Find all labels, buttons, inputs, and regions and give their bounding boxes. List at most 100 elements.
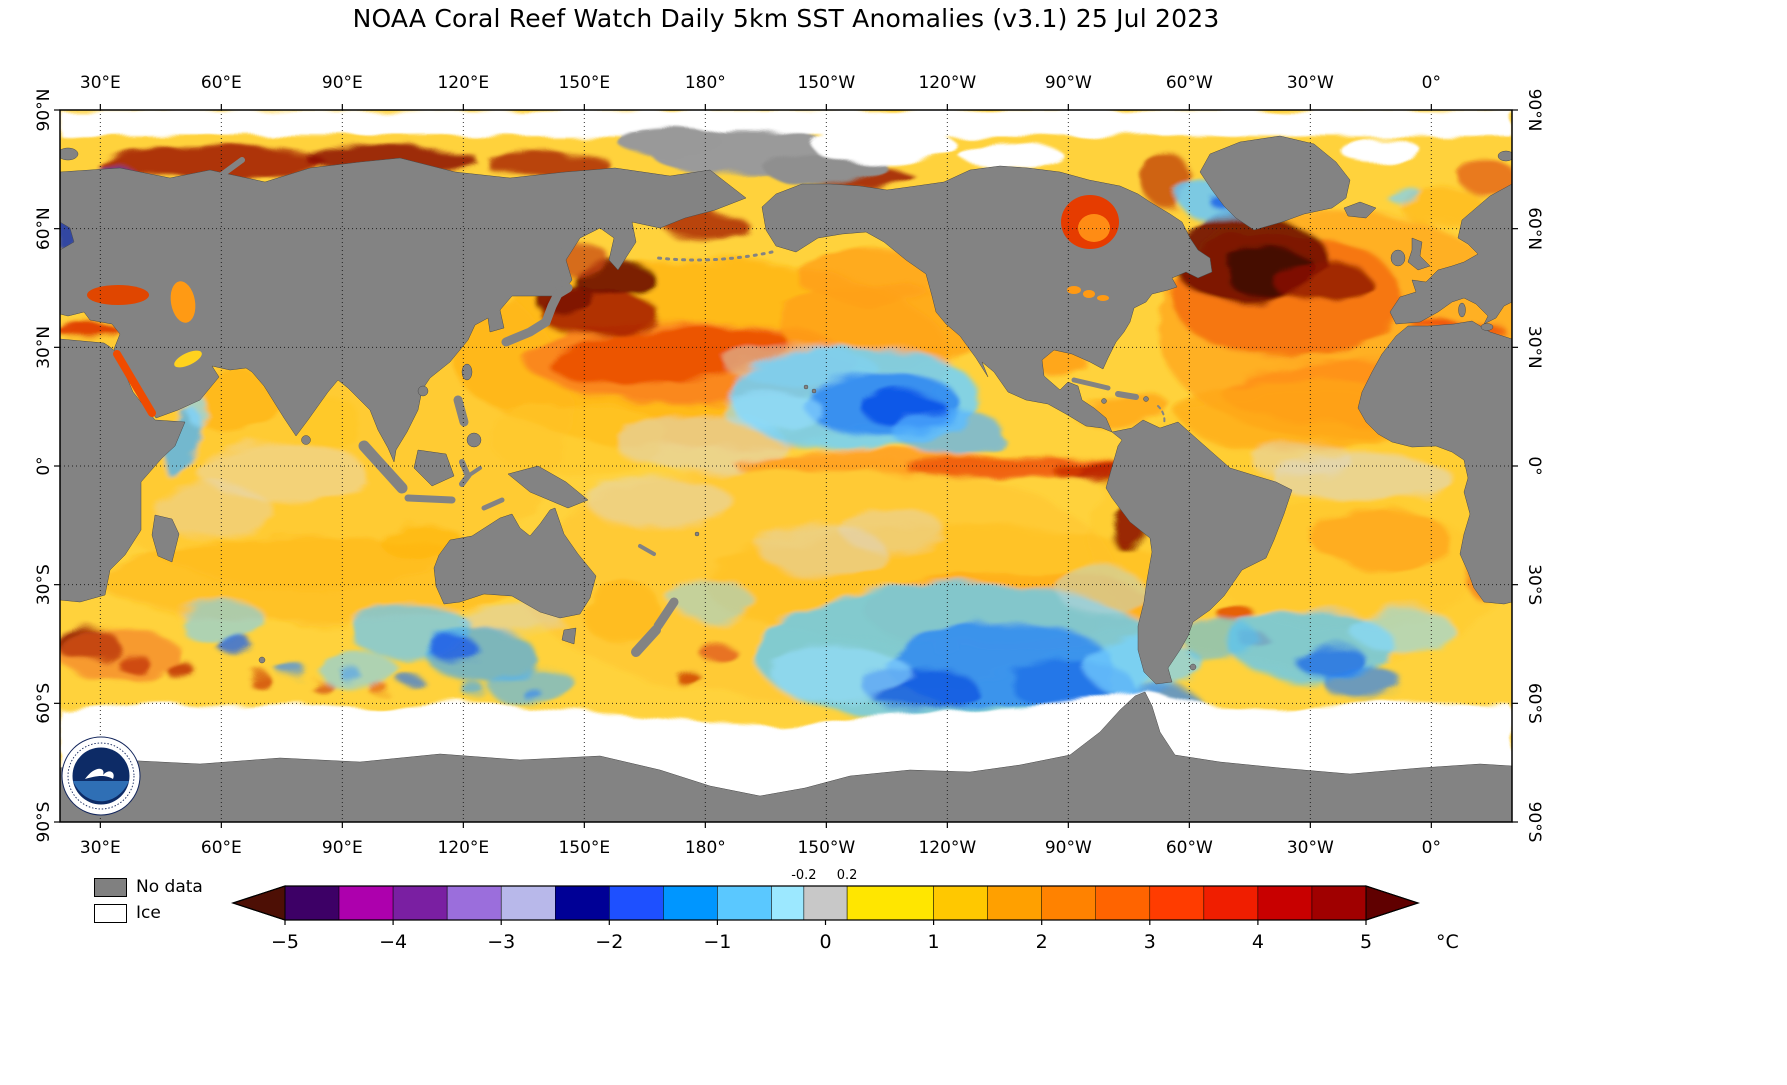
lat-tick-label-right: 60°S [1524,683,1544,724]
lon-tick-label-top: 90°E [322,73,363,93]
island-new-zealand-south [631,625,661,657]
continent-antarctica [60,691,1512,822]
colorbar-segment [717,885,772,921]
page-title: NOAA Coral Reef Watch Daily 5km SST Anom… [352,4,1220,33]
island-fiji [694,531,700,537]
continent-africa-west [1357,320,1512,605]
colorbar-segment [1203,885,1259,921]
lat-tick-label-left: 60°N [34,207,54,250]
island-aleutians [656,250,774,262]
island-sakhalin [553,248,567,288]
island-borneo [413,449,455,487]
lon-tick-label-bottom: 150°W [797,838,855,858]
island-timor [481,497,505,511]
lat-tick-label-right: 90°S [1524,802,1544,843]
noaa-logo-sea [73,781,129,802]
lon-tick-label-top: 90°W [1045,73,1092,93]
island-sicily [1480,323,1494,331]
lon-tick-label-top: 150°E [558,73,610,93]
persian-gulf-anomaly [174,350,202,368]
lon-tick-label-top: 30°E [80,73,121,93]
colorbar-tick-label: 5 [1360,931,1372,953]
lon-tick-label-top: 30°W [1287,73,1334,93]
island-puerto-rico [1143,396,1149,402]
colorbar-tick-label: −1 [703,931,731,953]
island-jamaica [1101,398,1107,404]
ice-swatch [94,903,127,923]
lon-tick-label-bottom: 150°E [558,838,610,858]
noaa-logo-ring-text [67,742,135,810]
lat-tick-label-left: 60°S [34,683,54,724]
colorbar-tick-label: 2 [1036,931,1048,953]
noaa-logo [61,736,141,816]
colorbar-unit-label: °C [1436,931,1459,953]
colorbar-segment [1257,885,1313,921]
colorbar-segment [1041,885,1096,921]
island-great-britain [1407,237,1431,271]
lon-tick-label-bottom: 30°E [80,838,121,858]
lat-tick-label-left: 90°N [34,89,54,132]
island-svalbard [60,147,79,161]
island-new-zealand-north [653,597,679,631]
lat-tick-label-left: 30°N [34,326,54,369]
colorbar-segment [555,885,610,921]
legend-ice: Ice [94,902,203,924]
colorbar-right-arrow [1365,885,1420,921]
lon-tick-label-bottom: 180° [685,838,726,858]
lat-tick-label-left: 30°S [34,564,54,605]
colorbar-segment [609,885,664,921]
colorbar-segment [846,885,934,921]
island-hispaniola [1115,391,1139,400]
lat-tick-label-left: 90°S [34,802,54,843]
colorbar-segment [338,885,394,921]
island-falklands [1189,663,1197,671]
map-legend: No data Ice [94,876,203,928]
colorbar-segment [284,885,340,921]
island-hainan [417,385,429,397]
colorbar-segment [500,885,556,921]
colorbar-segment [663,885,718,921]
continent-europe-west [1389,183,1512,325]
continent-australia [433,507,597,619]
colorbar-left-arrow [231,885,286,921]
lon-tick-label-top: 60°E [201,73,242,93]
island-new-guinea [507,465,589,509]
lat-tick-label-right: 0° [1524,456,1544,475]
great-lakes [1067,286,1081,294]
lon-tick-label-bottom: 90°E [322,838,363,858]
island-mindanao [466,432,482,448]
island-sumatra [358,440,408,494]
island-sardinia [1458,302,1466,318]
lon-tick-label-top: 0° [1422,73,1441,93]
lat-tick-label-right: 90°N [1524,89,1544,132]
ice-label: Ice [136,903,161,923]
colorbar: −5 −4 −3 −2 −1 0 1 2 3 4 5 -0.2 0.2 °C [231,868,1459,953]
mediterranean-warm-west [60,324,124,340]
colorbar-tick-label: −4 [379,931,407,953]
lon-tick-label-bottom: 30°W [1287,838,1334,858]
lon-tick-label-top: 60°W [1166,73,1213,93]
island-lesser-antilles [1157,405,1166,425]
continent-greenland [1199,135,1351,231]
island-ireland [1390,249,1406,267]
island-tasmania [561,627,577,645]
colorbar-grayband-label: -0.2 [791,868,816,883]
continent-south-america [1105,419,1293,685]
island-novaya-zemlya [209,157,245,185]
colorbar-tick-label: 0 [819,931,831,953]
colorbar-tick-label: 4 [1252,931,1264,953]
colorbar-segment [1311,885,1367,921]
lon-tick-label-bottom: 120°E [437,838,489,858]
lon-tick-label-top: 120°W [918,73,976,93]
island-iceland [1343,201,1377,219]
caspian-sea-anomaly [170,281,196,323]
continents-layer [60,135,1512,822]
island-java [404,494,456,504]
lon-tick-label-top: 120°E [437,73,489,93]
colorbar-segment [1095,885,1151,921]
map-plot-area [59,109,1513,823]
legend-no-data: No data [94,876,203,898]
black-sea-anomaly [87,285,149,305]
no-data-swatch [94,877,127,897]
arctic-ice-patch [813,128,957,164]
